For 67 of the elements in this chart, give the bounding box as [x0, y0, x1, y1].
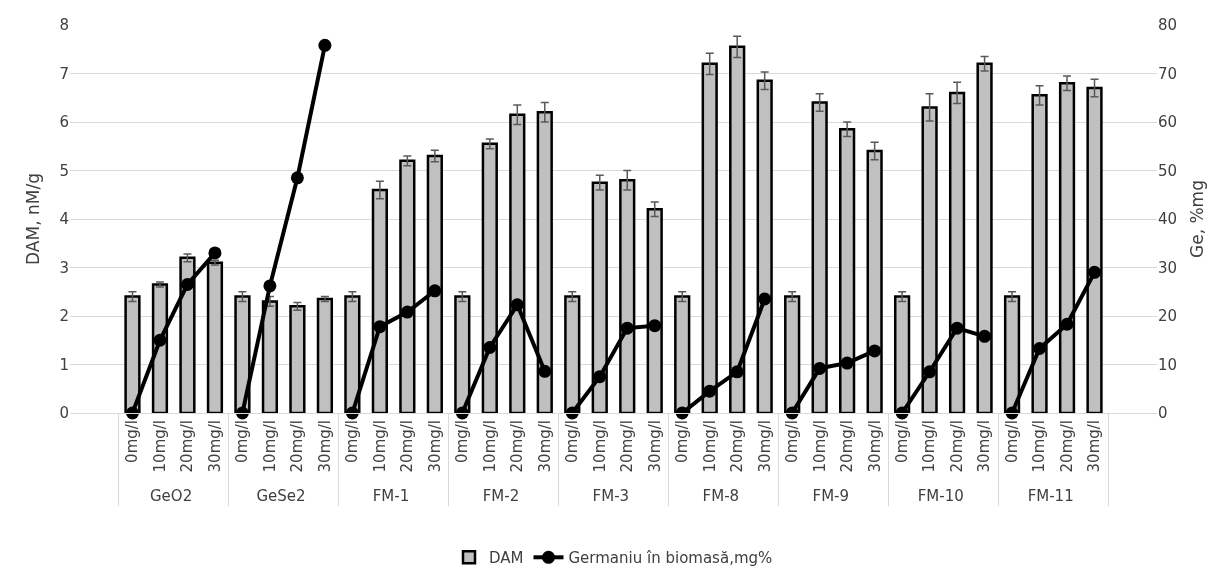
y2-tick-label: 30	[1158, 258, 1178, 277]
x-tick-label: 0mg/l	[123, 420, 142, 463]
x-tick-label: 30mg/l	[425, 420, 444, 473]
text: FM-10	[917, 487, 964, 506]
x-tick-label: 0mg/l	[453, 420, 472, 463]
y-tick-label: 1	[59, 355, 69, 374]
y2-tick-label: 0	[1158, 404, 1168, 423]
y2-tick-label: 80	[1158, 16, 1178, 35]
x-tick-label: 30mg/l	[755, 420, 774, 473]
x-tick-label: 20mg/l	[947, 420, 966, 473]
y-tick-label: 7	[59, 64, 69, 83]
y2-tick-label: 40	[1158, 210, 1178, 229]
x-tick-label: 0mg/l	[892, 420, 911, 463]
y2-tick-label: 70	[1158, 64, 1178, 83]
x-tick-label: 20mg/l	[508, 420, 527, 473]
x-tick-label: 20mg/l	[618, 420, 637, 473]
y-tick-label: 2	[59, 307, 69, 326]
text: GeO2	[149, 487, 193, 506]
y-tick-label: 5	[59, 161, 69, 180]
x-tick-label: 10mg/l	[260, 420, 279, 473]
text: FM-8	[702, 487, 740, 506]
x-tick-label: 20mg/l	[728, 420, 747, 473]
x-tick-label: 10mg/l	[920, 420, 939, 473]
x-tick-label: 20mg/l	[398, 420, 417, 473]
y2-tick-label: 60	[1158, 113, 1178, 132]
y2-tick-label: 20	[1158, 307, 1178, 326]
text: FM-9	[812, 487, 850, 506]
x-tick-label: 10mg/l	[700, 420, 719, 473]
x-tick-label: 10mg/l	[810, 420, 829, 473]
y-tick-label: 0	[59, 404, 69, 423]
y-tick-label: 3	[59, 258, 69, 277]
x-tick-label: 30mg/l	[315, 420, 334, 473]
x-tick-label: 20mg/l	[178, 420, 197, 473]
y2-tick-label: 50	[1158, 161, 1178, 180]
y-tick-label: 6	[59, 113, 69, 132]
x-tick-label: 0mg/l	[233, 420, 252, 463]
x-tick-label: 30mg/l	[645, 420, 664, 473]
x-tick-label: 30mg/l	[865, 420, 884, 473]
x-tick-label: 10mg/l	[480, 420, 499, 473]
x-tick-label: 30mg/l	[1085, 420, 1104, 473]
x-tick-label: 30mg/l	[975, 420, 994, 473]
x-tick-label: 30mg/l	[535, 420, 554, 473]
y-tick-label: 4	[59, 210, 69, 229]
text: FM-3	[592, 487, 630, 506]
x-tick-label: 0mg/l	[1002, 420, 1021, 463]
x-tick-label: 20mg/l	[838, 420, 857, 473]
y-axis-title: DAM, nM/g	[23, 173, 43, 265]
x-tick-label: 0mg/l	[343, 420, 362, 463]
x-tick-label: 10mg/l	[590, 420, 609, 473]
x-tick-label: 10mg/l	[150, 420, 169, 473]
x-tick-label: 10mg/l	[370, 420, 389, 473]
x-tick-label: 0mg/l	[563, 420, 582, 463]
x-tick-label: 0mg/l	[673, 420, 692, 463]
legend-label: DAM	[489, 549, 524, 568]
x-tick-label: 10mg/l	[1030, 420, 1049, 473]
x-tick-label: 20mg/l	[1057, 420, 1076, 473]
text: FM-1	[372, 487, 410, 506]
legend-label: Germaniu în biomasă,mg%	[568, 549, 773, 568]
text: FM-2	[482, 487, 520, 506]
y2-axis-title: Ge, %mg	[1187, 180, 1208, 258]
x-tick-label: 20mg/l	[288, 420, 307, 473]
y2-tick-label: 10	[1158, 355, 1178, 374]
text: GeSe2	[256, 487, 306, 506]
x-tick-label: 30mg/l	[205, 420, 224, 473]
text: FM-11	[1027, 487, 1074, 506]
y-tick-label: 8	[59, 16, 69, 35]
x-tick-label: 0mg/l	[783, 420, 802, 463]
